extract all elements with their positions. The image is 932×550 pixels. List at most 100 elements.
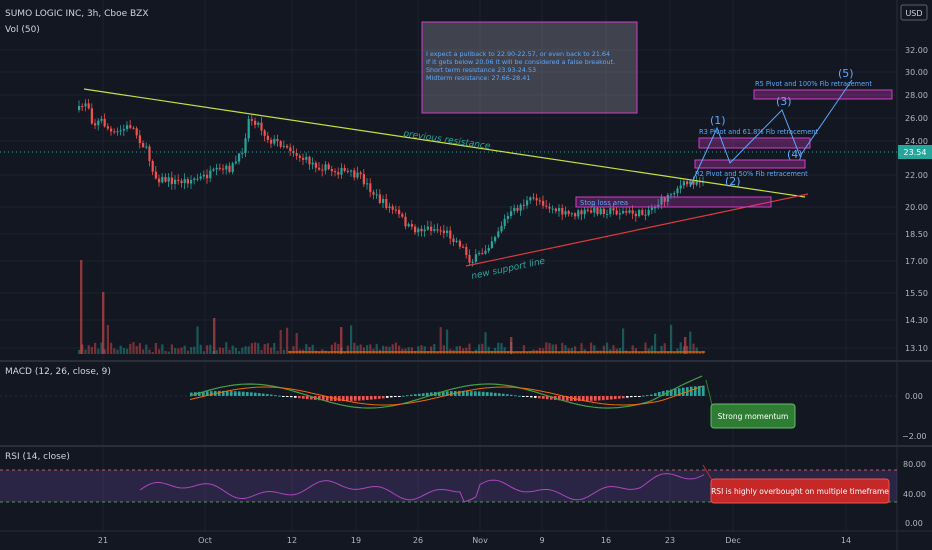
candle-body	[487, 248, 490, 251]
macd-hist-bar	[506, 394, 509, 396]
volume-bar	[468, 343, 471, 354]
currency-button[interactable]	[900, 4, 928, 21]
volume-bar	[433, 343, 436, 354]
macd-hist-bar	[318, 396, 321, 401]
macd-hist-bar	[422, 393, 425, 396]
volume-bar	[106, 324, 109, 354]
macd-hist-bar	[702, 385, 705, 396]
macd-hist-bar	[566, 396, 569, 401]
volume-bar	[334, 342, 337, 354]
note-box[interactable]	[421, 21, 638, 114]
volume-bar	[647, 348, 650, 354]
volume-bar	[110, 342, 113, 354]
candle-body	[647, 209, 650, 216]
candle-body	[250, 119, 253, 121]
macd-hist-bar	[502, 393, 505, 396]
candle-body	[340, 167, 343, 175]
volume-bar	[420, 345, 423, 354]
volume-bar	[516, 351, 519, 354]
candle-body	[529, 197, 532, 201]
candle-body	[679, 185, 682, 189]
wave-5-label: (5)	[838, 67, 854, 80]
macd-hist-bar	[518, 395, 521, 397]
candle-body	[151, 161, 154, 172]
volume-bar	[554, 344, 557, 354]
macd-hist-bar	[510, 394, 513, 396]
macd-callout-box[interactable]	[710, 403, 796, 429]
macd-hist-bar	[326, 396, 329, 401]
candle-body	[570, 213, 573, 215]
candle-body	[94, 123, 97, 126]
stop-loss-box[interactable]	[575, 196, 772, 208]
macd-hist-bar	[626, 396, 629, 398]
candle-body	[698, 181, 701, 183]
macd-hist-bar	[470, 391, 473, 396]
macd-hist-bar	[330, 396, 333, 401]
r2-box[interactable]	[694, 159, 806, 169]
macd-hist-bar	[390, 396, 393, 398]
volume-bar	[78, 349, 81, 354]
candle-body	[634, 213, 637, 217]
price-tick-label: 26.00	[905, 114, 928, 123]
volume-bar	[398, 345, 401, 354]
macd-hist-bar	[414, 394, 417, 396]
candle-body	[670, 194, 673, 196]
time-tick-label: Oct	[198, 536, 212, 545]
volume-bar	[170, 344, 173, 354]
candle-body	[692, 181, 695, 185]
candle-body	[471, 261, 474, 263]
candle-body	[622, 211, 625, 214]
candle-body	[391, 206, 394, 210]
rsi-callout-box[interactable]	[710, 478, 890, 504]
macd-hist-bar	[190, 392, 193, 396]
volume-bar	[161, 344, 164, 354]
wave-2-label: (2)	[725, 175, 741, 188]
candle-body	[196, 178, 199, 180]
volume-bar	[564, 345, 567, 354]
candle-body	[138, 135, 141, 144]
macd-hist-bar	[234, 391, 237, 396]
macd-hist-bar	[238, 391, 241, 396]
macd-hist-bar	[206, 391, 209, 396]
volume-bar	[545, 342, 548, 354]
candle-body	[580, 210, 583, 215]
macd-hist-bar	[278, 395, 281, 397]
volume-bar	[94, 342, 97, 354]
candle-body	[663, 197, 666, 202]
macd-hist-bar	[678, 388, 681, 396]
candle-body	[170, 177, 173, 185]
volume-bar	[84, 349, 87, 354]
volume-bar	[622, 328, 625, 354]
price-tick-label: 30.00	[905, 68, 928, 77]
volume-bar	[679, 342, 682, 354]
volume-bar	[580, 343, 583, 354]
candle-body	[145, 146, 148, 148]
macd-hist-bar	[386, 396, 389, 398]
candle-body	[174, 179, 177, 185]
candle-body	[254, 120, 257, 125]
candle-body	[574, 213, 577, 217]
candle-body	[154, 171, 157, 179]
candle-body	[369, 183, 372, 193]
rsi-callout-pointer	[702, 464, 713, 481]
macd-hist-bar	[262, 393, 265, 396]
macd-hist-bar	[654, 393, 657, 396]
wave-4-label: (4)	[787, 148, 803, 161]
candle-body	[567, 211, 570, 214]
macd-hist-bar	[546, 396, 549, 400]
volume-bar	[241, 347, 244, 354]
macd-hist-bar	[446, 391, 449, 396]
candle-body	[414, 226, 417, 233]
candle-body	[330, 169, 333, 172]
volume-bar	[327, 351, 330, 354]
volume-bar	[282, 349, 285, 354]
volume-bar	[695, 347, 698, 354]
candle-body	[362, 174, 365, 185]
macd-hist-bar	[630, 396, 633, 398]
candle-body	[311, 162, 314, 165]
candle-body	[442, 230, 445, 234]
macd-hist-bar	[246, 391, 249, 396]
candle-body	[314, 162, 317, 168]
volume-bar	[196, 326, 199, 354]
r5-box[interactable]	[753, 89, 893, 100]
